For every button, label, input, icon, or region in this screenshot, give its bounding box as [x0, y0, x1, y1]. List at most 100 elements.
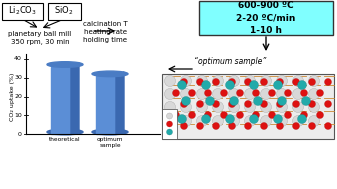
Bar: [96, 76, 116, 134]
Circle shape: [245, 88, 255, 99]
Circle shape: [213, 75, 223, 87]
Circle shape: [164, 88, 176, 99]
Circle shape: [261, 115, 272, 126]
Circle shape: [196, 88, 208, 99]
Circle shape: [308, 78, 315, 85]
Circle shape: [284, 90, 292, 97]
Ellipse shape: [47, 62, 83, 67]
Bar: [162, 109, 177, 139]
Circle shape: [173, 90, 180, 97]
Circle shape: [308, 101, 315, 108]
Circle shape: [276, 122, 283, 129]
Ellipse shape: [47, 129, 83, 135]
Polygon shape: [116, 72, 124, 134]
Circle shape: [298, 81, 306, 90]
Circle shape: [181, 78, 187, 85]
Circle shape: [253, 97, 263, 105]
Circle shape: [261, 101, 272, 112]
Circle shape: [225, 115, 235, 123]
Circle shape: [196, 101, 204, 108]
Circle shape: [284, 112, 292, 119]
Circle shape: [276, 115, 287, 126]
Circle shape: [228, 101, 240, 112]
Circle shape: [277, 97, 286, 105]
Text: 30: 30: [14, 75, 22, 80]
Circle shape: [261, 122, 268, 129]
Circle shape: [308, 101, 319, 112]
Bar: [51, 67, 71, 134]
Circle shape: [293, 88, 304, 99]
Circle shape: [181, 101, 191, 112]
Circle shape: [301, 90, 307, 97]
Text: theoretical: theoretical: [49, 137, 81, 142]
Circle shape: [196, 115, 208, 126]
Circle shape: [202, 81, 211, 90]
Circle shape: [213, 122, 219, 129]
Circle shape: [202, 115, 211, 123]
Circle shape: [166, 121, 173, 127]
Circle shape: [325, 78, 332, 85]
Circle shape: [274, 81, 282, 90]
Circle shape: [293, 101, 300, 108]
Circle shape: [213, 101, 219, 108]
Circle shape: [213, 115, 223, 126]
Ellipse shape: [92, 71, 128, 77]
Text: CO₂ uptake (%): CO₂ uptake (%): [10, 72, 16, 121]
Circle shape: [196, 122, 204, 129]
Circle shape: [276, 75, 287, 87]
Text: optimum
sample: optimum sample: [97, 137, 123, 148]
Circle shape: [302, 97, 310, 105]
Circle shape: [206, 97, 214, 105]
Text: SiO$_2$: SiO$_2$: [54, 5, 74, 17]
Circle shape: [166, 129, 173, 135]
Circle shape: [245, 115, 255, 126]
Text: 40: 40: [14, 57, 22, 61]
Circle shape: [245, 78, 251, 85]
Circle shape: [276, 101, 287, 112]
Circle shape: [213, 101, 223, 112]
Circle shape: [308, 122, 315, 129]
Circle shape: [293, 101, 304, 112]
Circle shape: [228, 122, 236, 129]
Circle shape: [228, 115, 240, 126]
Circle shape: [276, 101, 283, 108]
Circle shape: [274, 115, 282, 123]
Text: “optimum sample”: “optimum sample”: [194, 57, 266, 67]
Circle shape: [188, 112, 195, 119]
Circle shape: [182, 97, 190, 105]
Circle shape: [298, 115, 306, 123]
Circle shape: [261, 101, 268, 108]
Circle shape: [308, 75, 319, 87]
Circle shape: [293, 122, 300, 129]
Circle shape: [316, 90, 324, 97]
Circle shape: [178, 115, 186, 123]
Circle shape: [196, 101, 208, 112]
Circle shape: [293, 78, 300, 85]
Circle shape: [166, 113, 173, 119]
Circle shape: [229, 97, 239, 105]
Circle shape: [181, 75, 191, 87]
Circle shape: [316, 112, 324, 119]
Text: Li$_2$CO$_3$: Li$_2$CO$_3$: [7, 5, 36, 17]
FancyBboxPatch shape: [1, 2, 42, 19]
Polygon shape: [71, 63, 79, 134]
Circle shape: [261, 88, 272, 99]
Circle shape: [164, 101, 176, 112]
Circle shape: [178, 81, 186, 90]
Text: calcination T
heating rate
holding time: calcination T heating rate holding time: [83, 21, 127, 43]
Circle shape: [245, 101, 251, 108]
Circle shape: [225, 81, 235, 90]
Circle shape: [252, 112, 259, 119]
Circle shape: [220, 90, 227, 97]
Circle shape: [205, 90, 212, 97]
Circle shape: [325, 101, 332, 108]
FancyBboxPatch shape: [199, 1, 333, 35]
Circle shape: [228, 78, 236, 85]
Bar: [162, 74, 334, 139]
Circle shape: [213, 78, 219, 85]
Circle shape: [276, 78, 283, 85]
Circle shape: [293, 75, 304, 87]
Circle shape: [325, 122, 332, 129]
Circle shape: [245, 75, 255, 87]
Text: planetary ball mill
350 rpm, 30 min: planetary ball mill 350 rpm, 30 min: [8, 31, 72, 45]
